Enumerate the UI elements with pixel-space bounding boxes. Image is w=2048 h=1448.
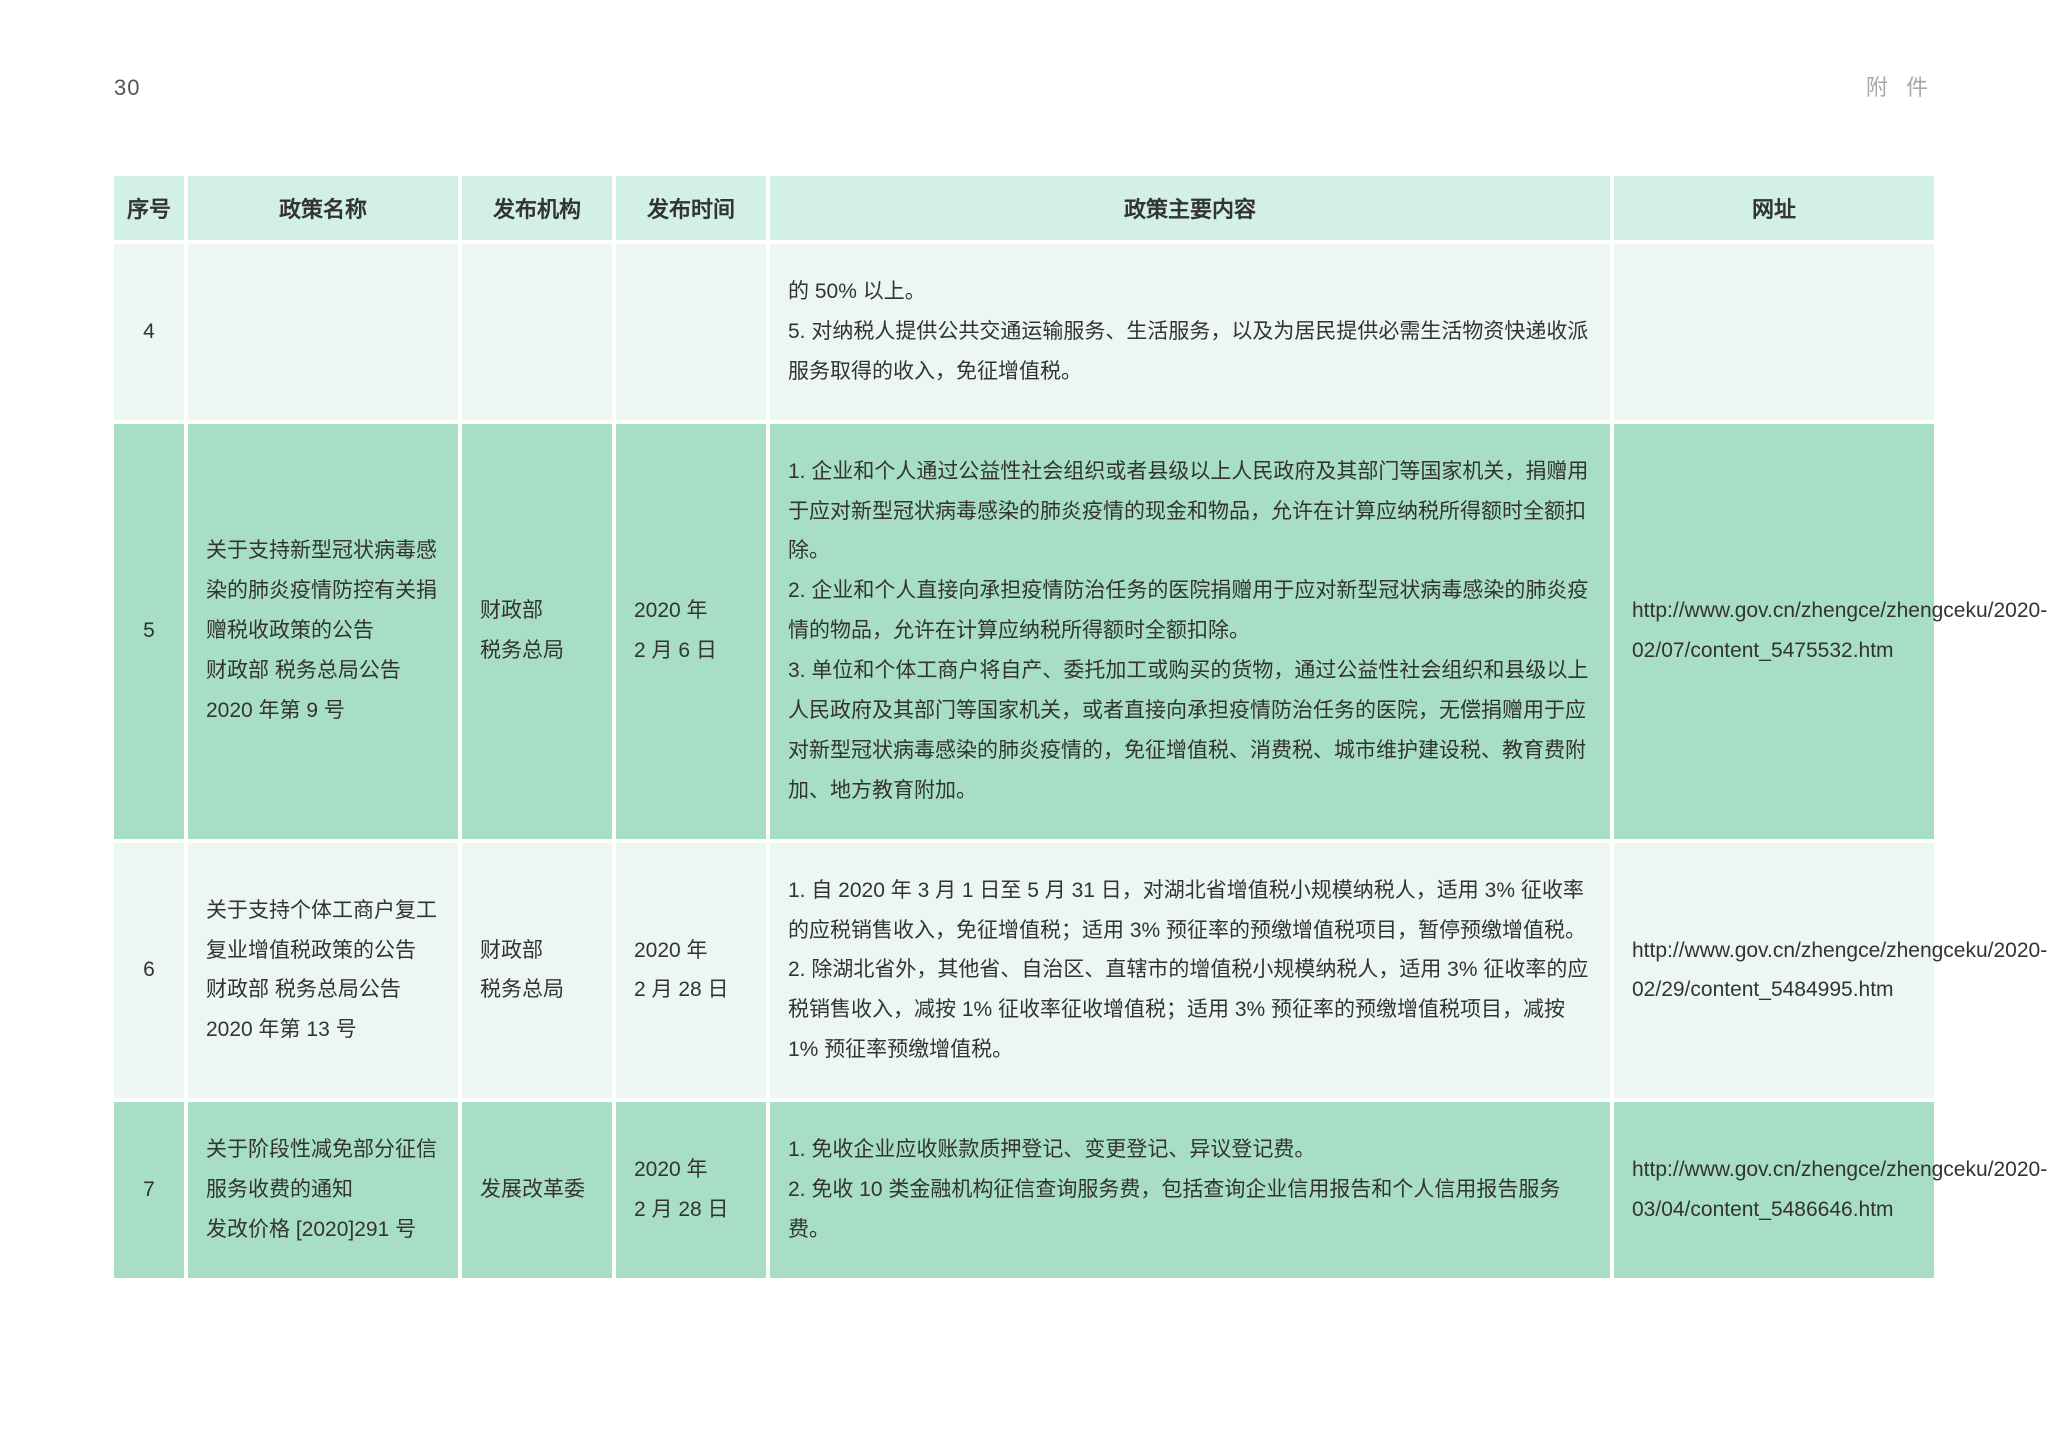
cell-name <box>188 244 458 420</box>
th-url: 网址 <box>1614 176 1934 240</box>
cell-date <box>616 244 766 420</box>
policy-table: 序号 政策名称 发布机构 发布时间 政策主要内容 网址 4 的 50% 以上。 5… <box>110 172 1938 1282</box>
cell-content-text: 1. 企业和个人通过公益性社会组织或者县级以上人民政府及其部门等国家机关，捐赠用… <box>788 460 1588 802</box>
table-head: 序号 政策名称 发布机构 发布时间 政策主要内容 网址 <box>114 176 1934 240</box>
cell-idx-text: 6 <box>143 958 155 981</box>
cell-name-text: 关于阶段性减免部分征信服务收费的通知 发改价格 [2020]291 号 <box>206 1138 437 1241</box>
cell-url-text: http://www.gov.cn/zhengce/zhengceku/2020… <box>1632 599 2047 662</box>
th-agency: 发布机构 <box>462 176 612 240</box>
cell-date-text: 2020 年 2 月 28 日 <box>634 1158 729 1221</box>
cell-content-text: 的 50% 以上。 5. 对纳税人提供公共交通运输服务、生活服务，以及为居民提供… <box>788 280 1588 383</box>
cell-url <box>1614 244 1934 420</box>
page-number: 30 <box>114 75 140 101</box>
page-container: 30 附 件 序号 政策名称 发布机构 发布时间 政策主要内容 网址 4 的 50… <box>110 70 1938 1282</box>
cell-content: 1. 企业和个人通过公益性社会组织或者县级以上人民政府及其部门等国家机关，捐赠用… <box>770 424 1610 839</box>
cell-idx: 6 <box>114 843 184 1098</box>
th-name: 政策名称 <box>188 176 458 240</box>
cell-content: 1. 自 2020 年 3 月 1 日至 5 月 31 日，对湖北省增值税小规模… <box>770 843 1610 1098</box>
cell-url: http://www.gov.cn/zhengce/zhengceku/2020… <box>1614 843 1934 1098</box>
th-date: 发布时间 <box>616 176 766 240</box>
cell-name-text: 关于支持新型冠状病毒感染的肺炎疫情防控有关捐赠税收政策的公告 财政部 税务总局公… <box>206 539 437 722</box>
cell-content-text: 1. 自 2020 年 3 月 1 日至 5 月 31 日，对湖北省增值税小规模… <box>788 879 1588 1062</box>
cell-date: 2020 年 2 月 28 日 <box>616 843 766 1098</box>
cell-content: 的 50% 以上。 5. 对纳税人提供公共交通运输服务、生活服务，以及为居民提供… <box>770 244 1610 420</box>
cell-agency <box>462 244 612 420</box>
cell-name: 关于支持个体工商户复工复业增值税政策的公告 财政部 税务总局公告 2020 年第… <box>188 843 458 1098</box>
cell-agency-text: 发展改革委 <box>480 1178 585 1201</box>
table-row: 5 关于支持新型冠状病毒感染的肺炎疫情防控有关捐赠税收政策的公告 财政部 税务总局… <box>114 424 1934 839</box>
cell-idx-text: 7 <box>143 1178 155 1201</box>
cell-idx-text: 5 <box>143 619 155 642</box>
th-idx: 序号 <box>114 176 184 240</box>
page-header: 30 附 件 <box>110 70 1938 102</box>
cell-name: 关于支持新型冠状病毒感染的肺炎疫情防控有关捐赠税收政策的公告 财政部 税务总局公… <box>188 424 458 839</box>
th-content: 政策主要内容 <box>770 176 1610 240</box>
cell-name-text: 关于支持个体工商户复工复业增值税政策的公告 财政部 税务总局公告 2020 年第… <box>206 899 437 1042</box>
table-row: 6 关于支持个体工商户复工复业增值税政策的公告 财政部 税务总局公告 2020 年… <box>114 843 1934 1098</box>
cell-date-text: 2020 年 2 月 28 日 <box>634 939 729 1002</box>
cell-url: http://www.gov.cn/zhengce/zhengceku/2020… <box>1614 424 1934 839</box>
cell-agency-text: 财政部 税务总局 <box>480 939 564 1002</box>
cell-url: http://www.gov.cn/zhengce/zhengceku/2020… <box>1614 1102 1934 1278</box>
cell-name: 关于阶段性减免部分征信服务收费的通知 发改价格 [2020]291 号 <box>188 1102 458 1278</box>
cell-content-text: 1. 免收企业应收账款质押登记、变更登记、异议登记费。 2. 免收 10 类金融… <box>788 1138 1560 1241</box>
cell-idx: 5 <box>114 424 184 839</box>
cell-date: 2020 年 2 月 28 日 <box>616 1102 766 1278</box>
cell-agency: 发展改革委 <box>462 1102 612 1278</box>
cell-agency: 财政部 税务总局 <box>462 424 612 839</box>
cell-idx: 7 <box>114 1102 184 1278</box>
cell-date: 2020 年 2 月 6 日 <box>616 424 766 839</box>
cell-agency: 财政部 税务总局 <box>462 843 612 1098</box>
table-body: 4 的 50% 以上。 5. 对纳税人提供公共交通运输服务、生活服务，以及为居民提… <box>114 244 1934 1278</box>
cell-date-text: 2020 年 2 月 6 日 <box>634 599 717 662</box>
appendix-label: 附 件 <box>1866 70 1934 102</box>
table-row: 4 的 50% 以上。 5. 对纳税人提供公共交通运输服务、生活服务，以及为居民提… <box>114 244 1934 420</box>
cell-idx-text: 4 <box>143 320 155 343</box>
cell-agency-text: 财政部 税务总局 <box>480 599 564 662</box>
cell-url-text: http://www.gov.cn/zhengce/zhengceku/2020… <box>1632 1158 2047 1221</box>
cell-url-text: http://www.gov.cn/zhengce/zhengceku/2020… <box>1632 939 2047 1002</box>
cell-idx: 4 <box>114 244 184 420</box>
table-row: 7 关于阶段性减免部分征信服务收费的通知 发改价格 [2020]291 号 发展改革… <box>114 1102 1934 1278</box>
cell-content: 1. 免收企业应收账款质押登记、变更登记、异议登记费。 2. 免收 10 类金融… <box>770 1102 1610 1278</box>
